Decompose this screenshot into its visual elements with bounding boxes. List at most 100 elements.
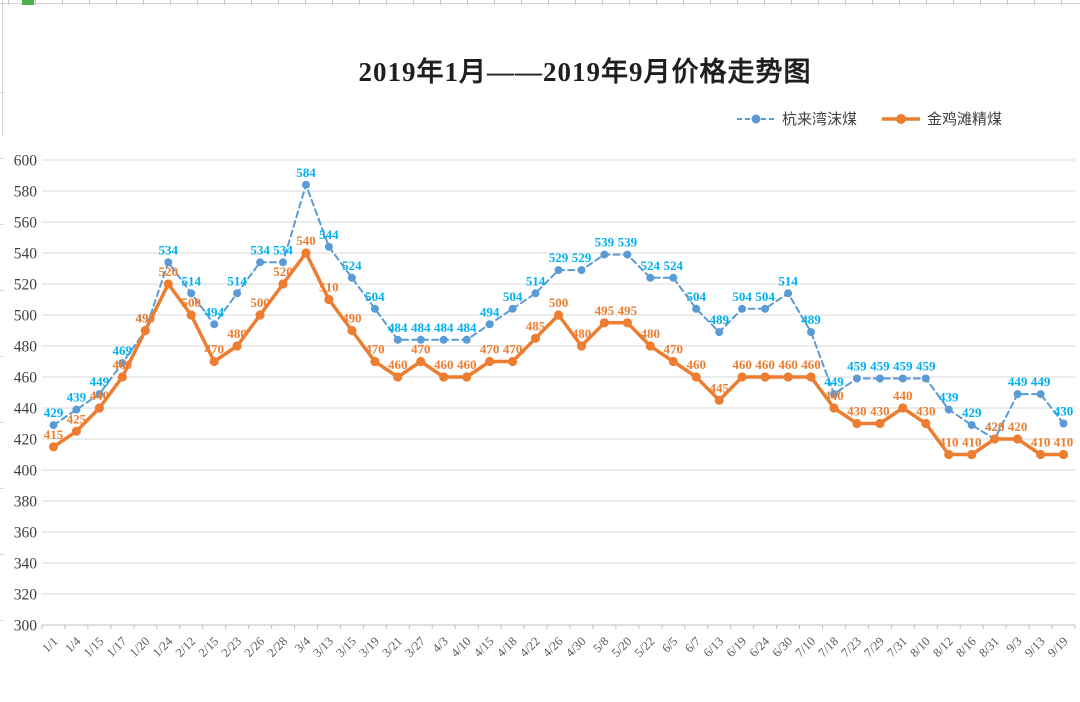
svg-text:484: 484 <box>388 320 408 335</box>
svg-text:470: 470 <box>204 342 224 357</box>
spreadsheet-column-tick <box>170 0 171 5</box>
svg-text:449: 449 <box>1031 374 1051 389</box>
spreadsheet-column-tick <box>197 0 198 5</box>
svg-text:4/22: 4/22 <box>517 634 543 660</box>
svg-text:449: 449 <box>1008 374 1028 389</box>
spreadsheet-column-tick <box>791 0 792 5</box>
svg-text:520: 520 <box>14 277 38 294</box>
svg-text:420: 420 <box>985 419 1005 434</box>
svg-text:449: 449 <box>90 374 110 389</box>
svg-text:440: 440 <box>893 388 913 403</box>
spreadsheet-column-tick <box>413 0 414 5</box>
spreadsheet-row-tick <box>0 620 4 621</box>
svg-text:560: 560 <box>14 215 38 232</box>
svg-text:510: 510 <box>319 280 339 295</box>
spreadsheet-column-tick <box>710 0 711 5</box>
spreadsheet-column-tick <box>35 0 36 5</box>
svg-text:1/17: 1/17 <box>104 634 130 660</box>
svg-text:430: 430 <box>916 404 936 419</box>
svg-text:400: 400 <box>14 463 38 480</box>
svg-text:500: 500 <box>14 308 38 325</box>
svg-text:439: 439 <box>939 390 959 405</box>
svg-text:584: 584 <box>296 165 316 180</box>
svg-text:7/31: 7/31 <box>884 634 910 660</box>
spreadsheet-column-tick <box>1061 0 1062 5</box>
svg-text:470: 470 <box>664 342 684 357</box>
svg-text:8/10: 8/10 <box>907 634 933 660</box>
spreadsheet-row-tick <box>0 356 4 357</box>
spreadsheet-top-border <box>0 3 1080 4</box>
svg-text:490: 490 <box>342 311 362 326</box>
svg-text:4/3: 4/3 <box>430 634 451 655</box>
svg-text:489: 489 <box>801 312 821 327</box>
svg-text:514: 514 <box>181 273 201 288</box>
spreadsheet-column-tick <box>224 0 225 5</box>
svg-text:1/20: 1/20 <box>127 634 153 660</box>
svg-text:469: 469 <box>113 343 133 358</box>
legend-label-hanglaiwan: 杭来湾沫煤 <box>782 112 858 128</box>
svg-text:425: 425 <box>67 411 87 426</box>
svg-text:470: 470 <box>503 342 523 357</box>
svg-text:9/3: 9/3 <box>1004 634 1025 655</box>
svg-text:340: 340 <box>14 556 38 573</box>
spreadsheet-column-tick <box>1034 0 1035 5</box>
spreadsheet-column-tick <box>980 0 981 5</box>
svg-text:2/12: 2/12 <box>173 634 199 660</box>
svg-text:6/30: 6/30 <box>770 634 796 660</box>
svg-text:1/1: 1/1 <box>39 634 60 655</box>
svg-text:534: 534 <box>273 242 293 257</box>
spreadsheet-column-tick <box>116 0 117 5</box>
spreadsheet-row-tick <box>0 290 4 291</box>
svg-text:420: 420 <box>1008 419 1028 434</box>
svg-text:495: 495 <box>618 303 638 318</box>
legend-item-hanglaiwan: 杭来湾沫煤 <box>736 108 857 129</box>
svg-text:490: 490 <box>136 311 156 326</box>
svg-text:1/4: 1/4 <box>62 634 84 656</box>
svg-text:540: 540 <box>14 246 38 263</box>
svg-text:3/27: 3/27 <box>402 634 428 660</box>
svg-text:494: 494 <box>480 304 500 319</box>
spreadsheet-green-mark <box>22 0 34 5</box>
spreadsheet-row-tick <box>0 158 4 159</box>
svg-text:420: 420 <box>985 419 1005 434</box>
svg-text:429: 429 <box>962 405 982 420</box>
svg-text:524: 524 <box>664 258 684 273</box>
spreadsheet-column-tick <box>845 0 846 5</box>
svg-text:3/15: 3/15 <box>333 634 359 660</box>
spreadsheet-column-tick <box>278 0 279 5</box>
svg-text:449: 449 <box>824 374 844 389</box>
svg-text:524: 524 <box>641 258 661 273</box>
spreadsheet-column-tick <box>143 0 144 5</box>
svg-text:3/4: 3/4 <box>292 634 314 656</box>
svg-text:460: 460 <box>732 357 752 372</box>
svg-text:6/7: 6/7 <box>682 634 703 655</box>
svg-text:380: 380 <box>14 494 38 511</box>
svg-text:495: 495 <box>595 303 615 318</box>
spreadsheet-row-tick <box>0 92 4 93</box>
svg-text:6/19: 6/19 <box>724 634 750 660</box>
svg-text:300: 300 <box>14 618 38 635</box>
svg-text:8/16: 8/16 <box>953 634 979 660</box>
svg-text:439: 439 <box>67 390 87 405</box>
svg-text:2/28: 2/28 <box>264 634 290 660</box>
svg-text:4/26: 4/26 <box>540 634 566 660</box>
svg-text:489: 489 <box>709 312 729 327</box>
svg-text:504: 504 <box>755 289 775 304</box>
svg-text:484: 484 <box>457 320 477 335</box>
svg-text:460: 460 <box>388 357 408 372</box>
svg-text:514: 514 <box>778 273 798 288</box>
svg-text:410: 410 <box>939 435 959 450</box>
spreadsheet-column-tick <box>926 0 927 5</box>
svg-text:8/12: 8/12 <box>930 634 956 660</box>
svg-text:540: 540 <box>296 233 316 248</box>
svg-text:534: 534 <box>250 242 270 257</box>
spreadsheet-row-tick <box>0 488 4 489</box>
legend-dashed-line-dot-icon <box>737 114 775 123</box>
spreadsheet-column-tick <box>494 0 495 5</box>
chart-title: 2019年1月——2019年9月价格走势图 <box>358 57 812 87</box>
svg-text:440: 440 <box>90 388 110 403</box>
svg-text:360: 360 <box>14 525 38 542</box>
svg-text:460: 460 <box>14 370 38 387</box>
